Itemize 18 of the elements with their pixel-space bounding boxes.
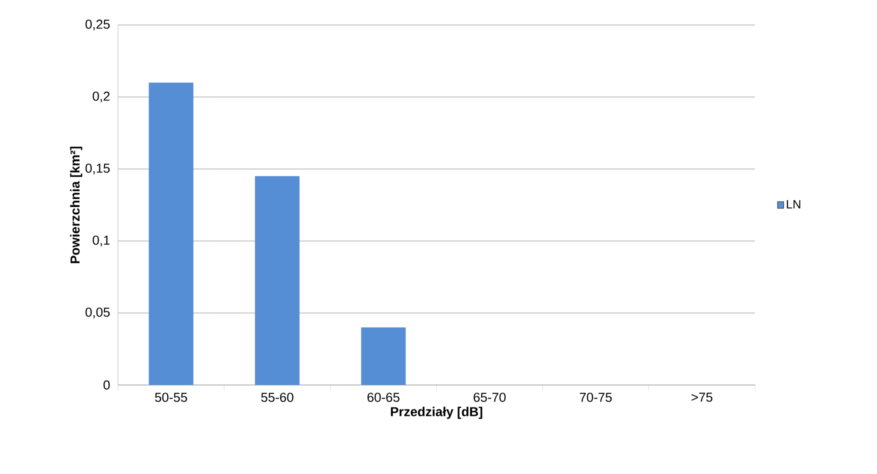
x-tick-label: 70-75	[580, 392, 612, 402]
y-axis-title: Powierzchnia [km²]	[70, 146, 82, 264]
y-tick-label: 0,25	[86, 20, 110, 30]
bar	[148, 82, 194, 385]
x-tick-label: 65-70	[474, 392, 506, 402]
bar	[361, 327, 406, 385]
legend-label: LN	[786, 200, 800, 208]
bar	[254, 176, 300, 385]
y-tick-label: 0,15	[86, 164, 110, 174]
x-tick-label: >75	[692, 392, 712, 402]
y-tick-label: 0,05	[86, 308, 110, 318]
y-tick-label: 0,1	[92, 236, 110, 246]
x-tick-label: 60-65	[368, 392, 400, 402]
y-tick-label: 0,2	[92, 92, 110, 102]
x-tick-label: 50-55	[155, 392, 188, 402]
x-axis-title: Przedziały [dB]	[390, 406, 482, 419]
y-tick-label: 0	[104, 380, 110, 390]
x-tick-label: 55-60	[261, 392, 294, 402]
